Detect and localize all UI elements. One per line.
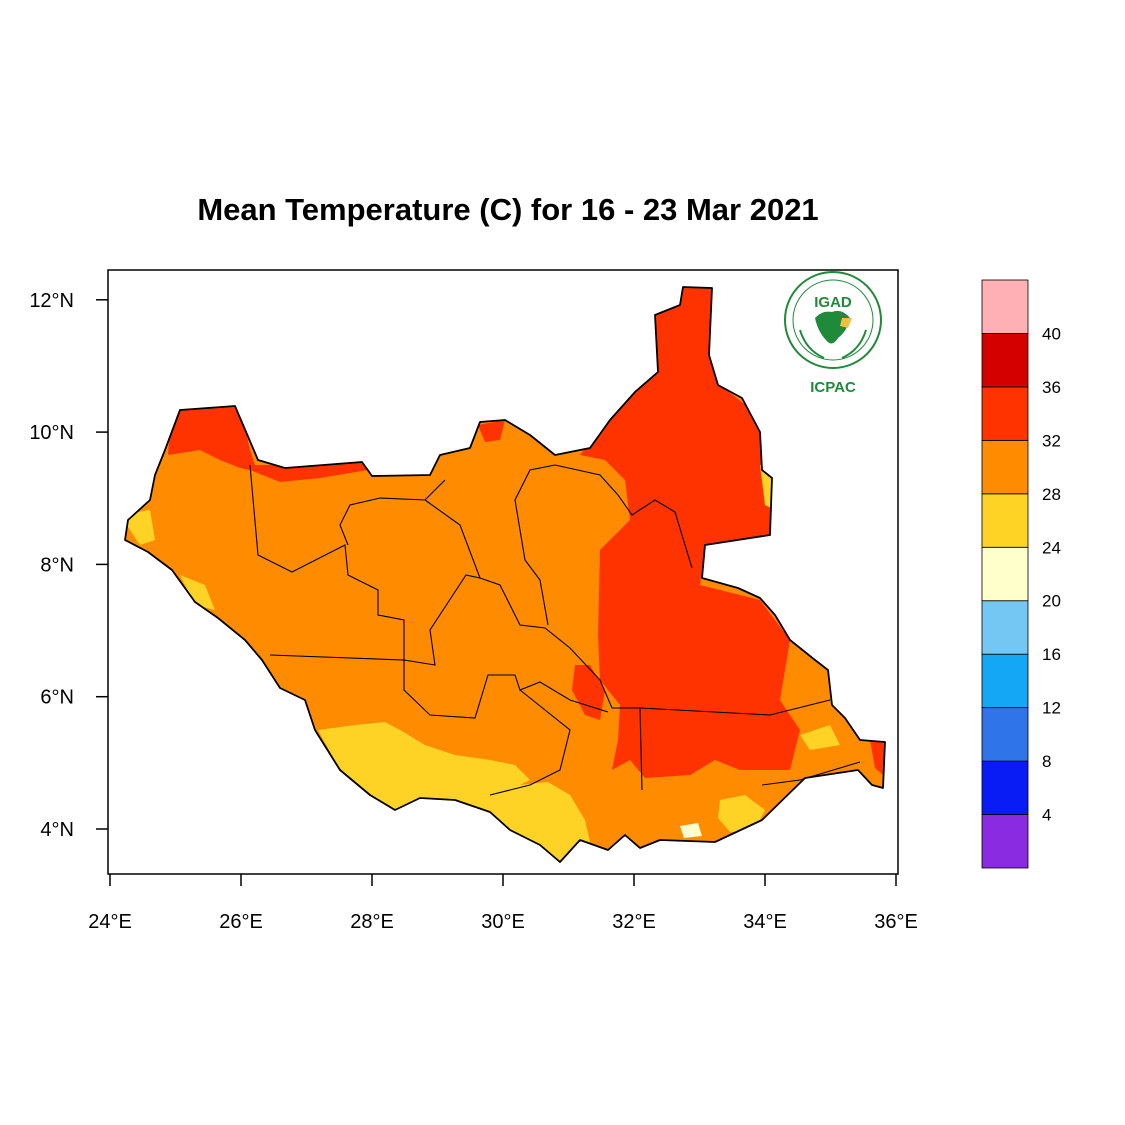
y-tick-label: 12°N: [29, 290, 74, 312]
x-tick-label: 26°E: [219, 911, 263, 933]
laurel-right-icon: [841, 329, 867, 359]
x-tick-label: 34°E: [743, 911, 787, 933]
colorbar-swatch: [981, 814, 1029, 869]
colorbar-label: 4: [1042, 806, 1051, 825]
colorbar-label: 16: [1042, 645, 1061, 664]
country-boundary: [124, 286, 886, 863]
colorbar-label: 12: [1042, 699, 1061, 718]
y-tick-label: 4°N: [40, 819, 74, 841]
colorbar-swatch: [981, 760, 1029, 815]
africa-icon: [815, 310, 850, 344]
colorbar: 4 8 12 16 20 24 28 32 36 40: [981, 279, 1061, 869]
colorbar-swatch: [981, 546, 1029, 602]
colorbar-swatch: [981, 439, 1029, 495]
colorbar-label: 36: [1042, 378, 1061, 397]
x-tick-label: 36°E: [874, 911, 918, 933]
colorbar-swatch: [981, 707, 1029, 762]
colorbar-label: 40: [1042, 324, 1061, 343]
colorbar-label: 28: [1042, 485, 1061, 504]
colorbar-swatch: [981, 493, 1029, 548]
colorbar-label: 32: [1042, 431, 1061, 450]
zone-24-28-west2: [180, 575, 215, 610]
zone-32-36-north: [478, 420, 505, 442]
colorbar-label: 8: [1042, 752, 1051, 771]
logo-top-text: IGAD: [814, 294, 852, 311]
x-tick-label: 32°E: [612, 911, 656, 933]
zone-24-28-southeast: [718, 795, 765, 832]
laurel-left-icon: [799, 329, 825, 359]
colorbar-swatch: [981, 600, 1029, 655]
x-tick-label: 24°E: [88, 911, 132, 933]
zone-32-36-northwest: [168, 405, 368, 482]
colorbar-swatch: [981, 653, 1029, 709]
region-highlight-icon: [840, 318, 852, 328]
x-axis: 24°E 26°E 28°E 30°E 32°E 34°E 36°E: [88, 874, 918, 933]
y-axis: 4°N 6°N 8°N 10°N 12°N: [29, 290, 108, 841]
state-boundaries: [249, 464, 861, 796]
zone-32-36-center: [572, 665, 605, 720]
zone-20-24: [680, 823, 702, 838]
map-title: Mean Temperature (C) for 16 - 23 Mar 202…: [197, 192, 819, 227]
zone-24-28-east-patch: [800, 725, 840, 750]
zone-32-36-fareast: [870, 740, 885, 775]
y-tick-label: 8°N: [40, 554, 74, 576]
logo-bottom-text: ICPAC: [810, 379, 856, 396]
y-tick-label: 10°N: [29, 422, 74, 444]
colorbar-label: 20: [1042, 592, 1061, 611]
colorbar-swatch: [981, 279, 1029, 334]
igad-icpac-logo: IGAD ICPAC: [784, 271, 882, 396]
x-tick-label: 28°E: [350, 911, 394, 933]
y-tick-label: 6°N: [40, 687, 74, 709]
temperature-field: [125, 287, 885, 862]
zone-24-28-south: [318, 722, 590, 862]
colorbar-label: 24: [1042, 538, 1061, 557]
x-tick-label: 30°E: [481, 911, 525, 933]
colorbar-swatch: [981, 386, 1029, 441]
colorbar-swatch: [981, 333, 1029, 388]
